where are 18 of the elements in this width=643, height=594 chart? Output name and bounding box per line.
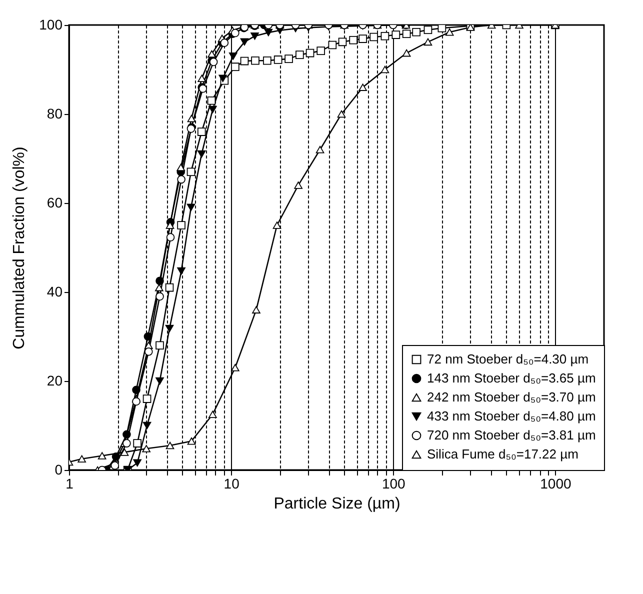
x-tick-label: 10 (224, 476, 240, 492)
x-tick-label: 1 (66, 476, 74, 492)
legend-label: Silica Fume d₅₀=17.22 µm (427, 446, 578, 462)
legend-label: 143 nm Stoeber d₅₀=3.65 µm (427, 370, 596, 386)
x-tick-label: 100 (382, 476, 406, 492)
y-tick-label: 80 (46, 106, 63, 122)
legend-label: 72 nm Stoeber d₅₀=4.30 µm (427, 352, 589, 366)
x-axis-title: Particle Size (µm) (274, 496, 400, 512)
y-tick-label: 40 (46, 284, 63, 300)
x-tick-label: 1000 (540, 476, 572, 492)
legend-label: 433 nm Stoeber d₅₀=4.80 µm (427, 408, 596, 424)
y-tick-label: 60 (46, 194, 63, 210)
y-axis-title: Cummulated Fraction (vol%) (11, 146, 28, 350)
y-tick-label: 20 (46, 372, 63, 388)
legend-label: 242 nm Stoeber d₅₀=3.70 µm (427, 390, 596, 404)
y-tick-label: 0 (54, 462, 63, 478)
legend-label: 720 nm Stoeber d₅₀=3.81 µm (427, 428, 596, 442)
y-tick-label: 100 (39, 16, 63, 32)
